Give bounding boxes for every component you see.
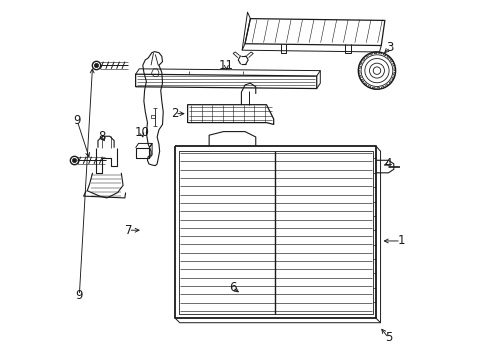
- Text: 3: 3: [387, 41, 394, 54]
- Text: 6: 6: [229, 281, 236, 294]
- Text: 5: 5: [385, 331, 392, 344]
- Text: 8: 8: [98, 130, 106, 143]
- Text: 2: 2: [172, 107, 179, 120]
- Text: 10: 10: [134, 126, 149, 139]
- Text: 4: 4: [384, 157, 392, 170]
- Text: 9: 9: [74, 114, 81, 127]
- Text: 7: 7: [124, 224, 132, 237]
- Text: 9: 9: [75, 289, 83, 302]
- Text: 11: 11: [219, 59, 234, 72]
- Text: 1: 1: [397, 234, 405, 247]
